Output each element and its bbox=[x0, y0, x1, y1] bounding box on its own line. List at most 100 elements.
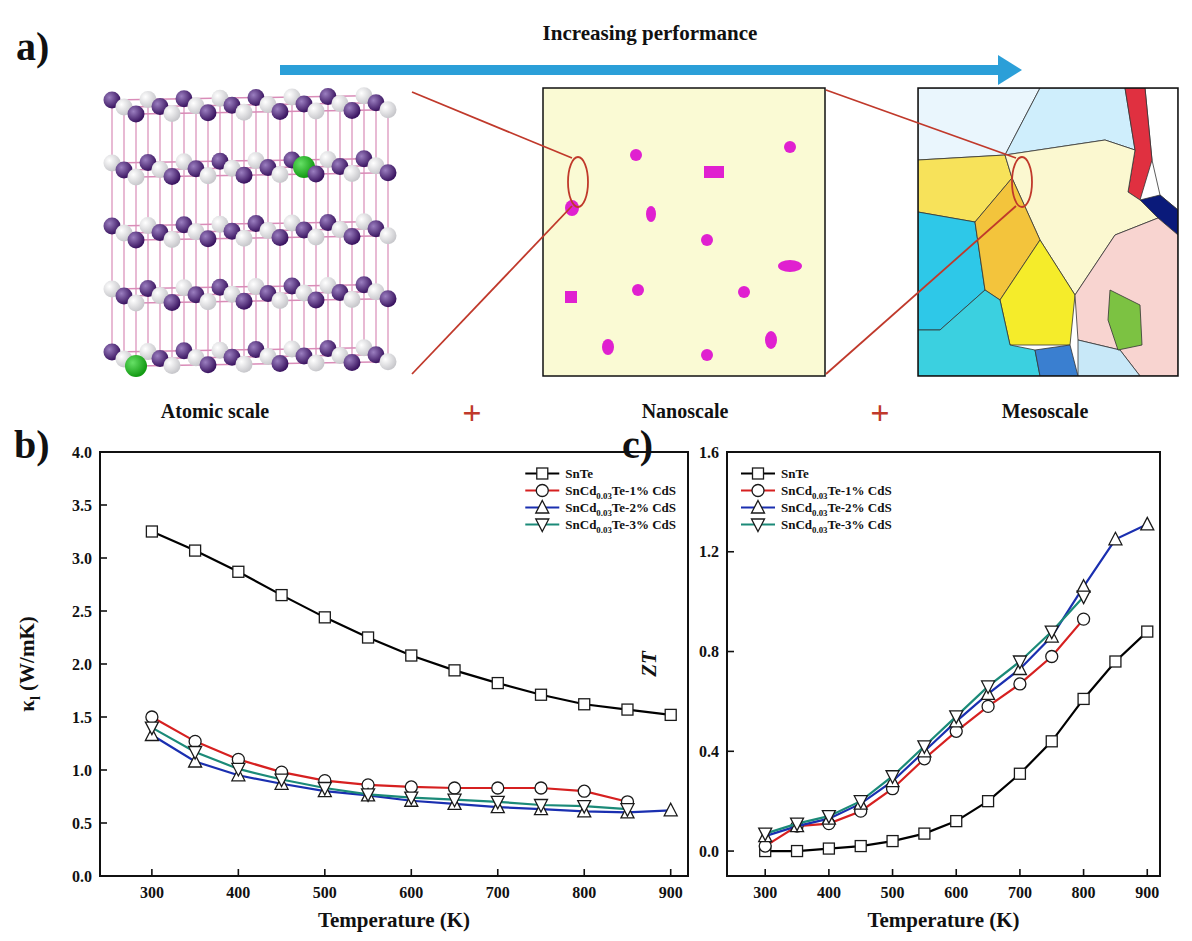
y-tick bbox=[100, 451, 107, 453]
text-run: 400 bbox=[817, 884, 841, 901]
legend-label: SnTe bbox=[565, 466, 593, 481]
y-tick bbox=[100, 610, 107, 612]
bond bbox=[375, 292, 376, 355]
atom bbox=[128, 295, 145, 312]
y-tick bbox=[100, 716, 107, 718]
figure: a)Increasing performanceAtomic scaleNano… bbox=[0, 0, 1192, 941]
bond bbox=[363, 96, 364, 159]
atom bbox=[308, 229, 325, 246]
legend-label: SnCd0.03Te-1% CdS bbox=[565, 483, 676, 501]
data-area bbox=[759, 517, 1154, 856]
atom bbox=[272, 166, 289, 183]
atom bbox=[344, 102, 361, 119]
bond bbox=[135, 177, 136, 240]
arrow-label: Increasing performance bbox=[543, 21, 758, 45]
marker bbox=[887, 836, 898, 847]
x-tick bbox=[1083, 869, 1085, 876]
bond bbox=[327, 159, 328, 222]
bond bbox=[147, 225, 148, 288]
nanoscale-box bbox=[543, 88, 825, 376]
bond bbox=[279, 175, 280, 238]
marker bbox=[1014, 768, 1025, 779]
plot-frame bbox=[727, 452, 1160, 876]
grain bbox=[1000, 240, 1075, 345]
bond bbox=[315, 111, 316, 174]
atom bbox=[236, 356, 253, 373]
marker bbox=[1109, 532, 1122, 545]
subscript: 0.03 bbox=[812, 525, 828, 535]
marker bbox=[759, 829, 772, 842]
bond bbox=[255, 224, 256, 287]
y-tick bbox=[100, 822, 107, 824]
bond bbox=[219, 287, 220, 350]
text-run: 3.5 bbox=[72, 497, 92, 514]
series-line bbox=[152, 532, 671, 715]
marker bbox=[791, 818, 804, 831]
x-tick bbox=[955, 869, 957, 876]
x-tick bbox=[324, 869, 326, 876]
bond bbox=[171, 176, 172, 239]
y-tick-label: 1.6 bbox=[699, 444, 719, 461]
text-run: 600 bbox=[944, 884, 968, 901]
y-tick bbox=[727, 451, 734, 453]
bond bbox=[315, 300, 316, 363]
bond bbox=[159, 106, 160, 169]
bond bbox=[243, 301, 244, 364]
x-tick-label: 900 bbox=[1135, 884, 1159, 901]
bond bbox=[351, 299, 352, 362]
y-tick bbox=[100, 557, 107, 559]
legend-label: SnCd0.03Te-2% CdS bbox=[565, 500, 676, 518]
bond bbox=[171, 113, 172, 176]
legend-label: SnTe bbox=[781, 466, 809, 481]
bond bbox=[207, 302, 208, 365]
marker bbox=[145, 722, 158, 735]
bond bbox=[111, 163, 112, 226]
marker bbox=[1014, 678, 1026, 690]
bond bbox=[339, 103, 340, 166]
y-tick-label: 3.5 bbox=[72, 497, 92, 514]
x-tick bbox=[410, 869, 412, 876]
panel-a: a)Increasing performanceAtomic scaleNano… bbox=[16, 21, 1178, 431]
x-tick bbox=[1146, 869, 1148, 876]
atom bbox=[200, 356, 217, 373]
page: { "diagram": { "panel": "a)", "arrow_lab… bbox=[0, 0, 1192, 941]
marker bbox=[918, 741, 931, 754]
marker bbox=[919, 828, 930, 839]
marker bbox=[536, 501, 549, 514]
atom bbox=[344, 228, 361, 245]
y-tick-label: 3.0 bbox=[72, 550, 92, 567]
bond bbox=[243, 112, 244, 175]
atom bbox=[380, 353, 397, 370]
marker bbox=[276, 590, 287, 601]
bond bbox=[279, 238, 280, 301]
marker bbox=[855, 841, 866, 852]
x-tick bbox=[151, 869, 153, 876]
marker bbox=[189, 746, 202, 759]
atom bbox=[344, 354, 361, 371]
bond bbox=[267, 231, 268, 294]
marker bbox=[759, 828, 772, 841]
x-tick-label: 600 bbox=[399, 884, 423, 901]
precipitate bbox=[704, 166, 724, 178]
x-tick-label: 900 bbox=[659, 884, 683, 901]
precipitate bbox=[602, 339, 614, 355]
bond bbox=[315, 174, 316, 237]
bond bbox=[147, 288, 148, 351]
zoom-line bbox=[826, 206, 1016, 374]
x-tick-label: 500 bbox=[313, 884, 337, 901]
bond bbox=[159, 169, 160, 232]
atom bbox=[308, 166, 325, 183]
marker bbox=[318, 783, 331, 796]
x-tick bbox=[828, 869, 830, 876]
bond bbox=[363, 159, 364, 222]
marker bbox=[363, 632, 374, 643]
marker bbox=[536, 519, 549, 532]
atom bbox=[308, 292, 325, 309]
marker bbox=[823, 843, 834, 854]
y-tick-label: 0.0 bbox=[699, 843, 719, 860]
bond bbox=[171, 239, 172, 302]
atom bbox=[272, 292, 289, 309]
marker bbox=[886, 771, 899, 784]
text-run: Mesoscale bbox=[1002, 400, 1089, 422]
marker bbox=[752, 501, 765, 514]
